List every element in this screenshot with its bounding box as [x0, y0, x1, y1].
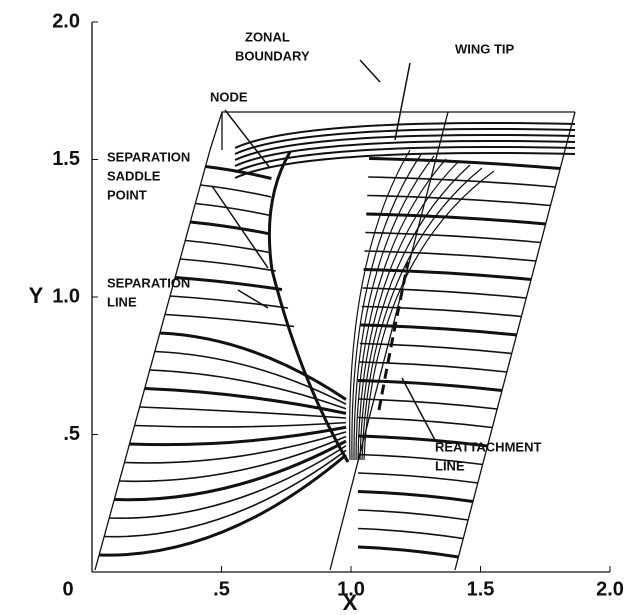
y-axis-title: Y [29, 283, 44, 308]
streamline [135, 423, 346, 427]
y-tick-label: 2.0 [52, 10, 80, 32]
annotation: LINE [107, 294, 137, 309]
x-tick-label: 2.0 [596, 578, 624, 600]
streamline [358, 492, 473, 502]
annotation: POINT [107, 187, 147, 202]
streamlines [99, 123, 575, 557]
streamline [358, 529, 463, 539]
streamline [200, 185, 271, 197]
y-tick-label: 1.0 [52, 285, 80, 307]
streamline [366, 214, 545, 224]
annotation: WING TIP [455, 41, 515, 56]
streamline [365, 233, 540, 243]
streamline [358, 473, 478, 483]
leader [360, 60, 380, 82]
y-tick-label: 1.5 [52, 148, 80, 170]
x-tick-label: .5 [213, 578, 230, 600]
annotation: SEPARATION [107, 275, 190, 290]
streamline [358, 547, 458, 557]
leading-edge [95, 112, 575, 570]
annotation: BOUNDARY [235, 48, 310, 63]
streamline [358, 510, 468, 520]
leader [238, 290, 268, 308]
annotation: LINE [435, 458, 465, 473]
hinge-line [330, 112, 448, 570]
streamline [360, 344, 512, 354]
annotation: NODE [210, 89, 248, 104]
streamline [369, 159, 560, 169]
streamline [367, 196, 550, 206]
leader [402, 378, 435, 440]
x-tick-label: 1.5 [467, 578, 495, 600]
streamline [130, 427, 347, 444]
leader [395, 63, 410, 140]
streamline [195, 204, 270, 216]
streamline [170, 296, 288, 308]
streamline [358, 381, 502, 391]
annotation: REATTACHMENT [435, 439, 541, 454]
x-tick-label: 1.0 [337, 578, 365, 600]
annotation: ZONAL [245, 29, 290, 44]
annotation: SADDLE [107, 168, 161, 183]
annotation: SEPARATION [107, 149, 190, 164]
streamline [190, 222, 270, 234]
chart: Y X 0.51.01.52.0.51.01.52.0ZONALBOUNDARY… [0, 0, 642, 615]
wing-outline [92, 22, 610, 572]
streamline [165, 315, 294, 327]
x-tick-label: 0 [62, 578, 73, 600]
y-tick-label: .5 [63, 423, 80, 445]
streamline [180, 259, 276, 271]
streamline [175, 278, 282, 290]
streamline [99, 455, 346, 555]
